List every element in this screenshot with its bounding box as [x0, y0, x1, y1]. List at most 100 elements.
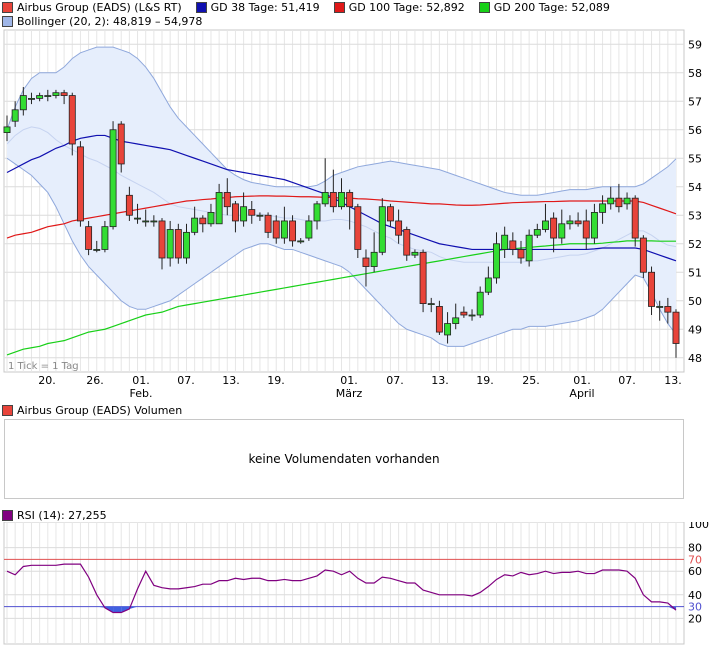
- candle-up: [101, 226, 109, 250]
- rsi-lines: [4, 558, 684, 614]
- candle-up: [542, 220, 549, 230]
- candle-down: [648, 271, 655, 307]
- legend-swatch-price: [2, 1, 13, 13]
- candle-up: [378, 206, 386, 253]
- candle-down: [346, 192, 354, 208]
- legend-swatch-gd38: [195, 1, 207, 13]
- candle-down: [395, 220, 403, 236]
- rsi-oversold-fill: [113, 606, 122, 613]
- rsi-y-tick-label: 30: [688, 601, 702, 614]
- rsi-y-tick-label: 20: [688, 612, 702, 625]
- candle-down: [419, 251, 427, 305]
- legend-label-rsi: RSI (14): 27,255: [17, 508, 107, 522]
- candle-down: [174, 229, 182, 259]
- candle-up: [590, 211, 598, 239]
- candle-down: [68, 95, 76, 145]
- candle-up: [566, 220, 574, 225]
- volume-legend: Airbus Group (EADS) Volumen: [2, 403, 196, 417]
- price-x-tick-label: 19.: [267, 374, 285, 387]
- candle-down: [158, 220, 166, 259]
- volume-message: keine Volumendaten vorhanden: [248, 452, 440, 466]
- price-x-month-label: Feb.: [130, 387, 153, 400]
- price-x-tick-label: 26.: [86, 374, 104, 387]
- legend-label-volume: Airbus Group (EADS) Volumen: [17, 403, 183, 417]
- candle-up: [338, 192, 345, 208]
- rsi-oversold-fill: [667, 606, 676, 611]
- legend-item-rsi: RSI (14): 27,255: [2, 509, 107, 522]
- candle-up: [11, 109, 19, 122]
- price-y-tick-label: 57: [688, 95, 702, 108]
- candle-down: [272, 220, 280, 239]
- candle-down: [460, 311, 468, 316]
- bollinger-lower-line: [6, 157, 677, 347]
- candle-up: [411, 251, 419, 256]
- candle-up: [52, 92, 60, 96]
- legend-swatch-bollinger: [2, 15, 13, 27]
- candle-up: [313, 203, 321, 222]
- tick-note: 1 Tick = 1 Tag: [8, 361, 79, 372]
- candle-down: [85, 226, 93, 250]
- legend-label-gd100: GD 100 Tage: 52,892: [348, 0, 465, 14]
- candle-up: [452, 317, 460, 324]
- legend-swatch-rsi: [2, 509, 13, 521]
- price-x-tick-label: 25.: [522, 374, 540, 387]
- legend-swatch-gd100: [333, 1, 345, 13]
- price-x-tick-label: 07.: [618, 374, 636, 387]
- candle-down: [354, 206, 362, 250]
- candle-down: [615, 197, 623, 208]
- price-chart: 48 49 50 51 52 53 54 55 56 57 58 59 20. 26. 01. 07. 13.…: [3, 29, 702, 400]
- price-y-tick-label: 48: [688, 352, 702, 365]
- price-x-ticks: 20. 26. 01. 07. 13. 19. 01. 07. 13. 19. 25. 01. 07. 1…: [38, 374, 682, 400]
- price-x-month-label: April: [569, 387, 594, 400]
- candle-up: [501, 234, 509, 250]
- rsi-y-tick-label: 60: [688, 565, 702, 578]
- candle-down: [550, 217, 558, 239]
- candle-down: [199, 217, 207, 225]
- candle-down: [582, 220, 590, 239]
- candle-down: [386, 206, 394, 222]
- price-y-tick-label: 50: [688, 295, 702, 308]
- volume-panel: keine Volumendaten vorhanden: [4, 419, 684, 499]
- candle-up: [558, 223, 566, 239]
- candle-up: [656, 306, 664, 308]
- candle-down: [125, 194, 133, 216]
- price-x-tick-label: 20.: [38, 374, 56, 387]
- candle-up: [3, 126, 11, 134]
- candle-up: [44, 95, 52, 97]
- price-x-tick-label: 13.: [664, 374, 682, 387]
- candle-up: [599, 203, 607, 213]
- candle-down: [223, 192, 231, 208]
- price-y-tick-label: 51: [688, 266, 702, 279]
- candle-up: [444, 323, 452, 336]
- legend-item-volume: Airbus Group (EADS) Volumen: [2, 404, 182, 417]
- candle-up: [321, 192, 329, 205]
- candle-up: [607, 197, 615, 205]
- legend-item-bollinger: Bollinger (20, 2): 48,819 – 54,978: [2, 15, 202, 28]
- candle-up: [468, 314, 476, 317]
- candle-down: [117, 123, 125, 165]
- price-y-tick-label: 52: [688, 238, 702, 251]
- price-x-tick-label: 19.: [476, 374, 494, 387]
- price-x-tick-label: 07.: [177, 374, 195, 387]
- legend-item-gd38: GD 38 Tage: 51,419: [195, 1, 320, 14]
- candle-down: [574, 220, 582, 225]
- candle-up: [493, 243, 500, 279]
- price-y-tick-label: 49: [688, 323, 702, 336]
- candle-down: [60, 92, 68, 96]
- candle-down: [403, 229, 411, 256]
- candle-down: [631, 197, 639, 239]
- candle-up: [623, 197, 631, 205]
- rsi-y-tick-label: 80: [688, 542, 702, 555]
- candle-up: [370, 251, 378, 267]
- legend-label-gd200: GD 200 Tage: 52,089: [493, 0, 610, 14]
- legend-item-gd100: GD 100 Tage: 52,892: [333, 0, 465, 14]
- candle-up: [215, 192, 223, 225]
- candle-up: [305, 220, 313, 239]
- candle-up: [240, 206, 248, 222]
- candle-down: [248, 209, 256, 216]
- bollinger-upper-line: [6, 46, 677, 196]
- legend-label-price: Airbus Group (EADS) (L&S RT): [17, 0, 182, 14]
- price-y-tick-label: 59: [688, 38, 702, 51]
